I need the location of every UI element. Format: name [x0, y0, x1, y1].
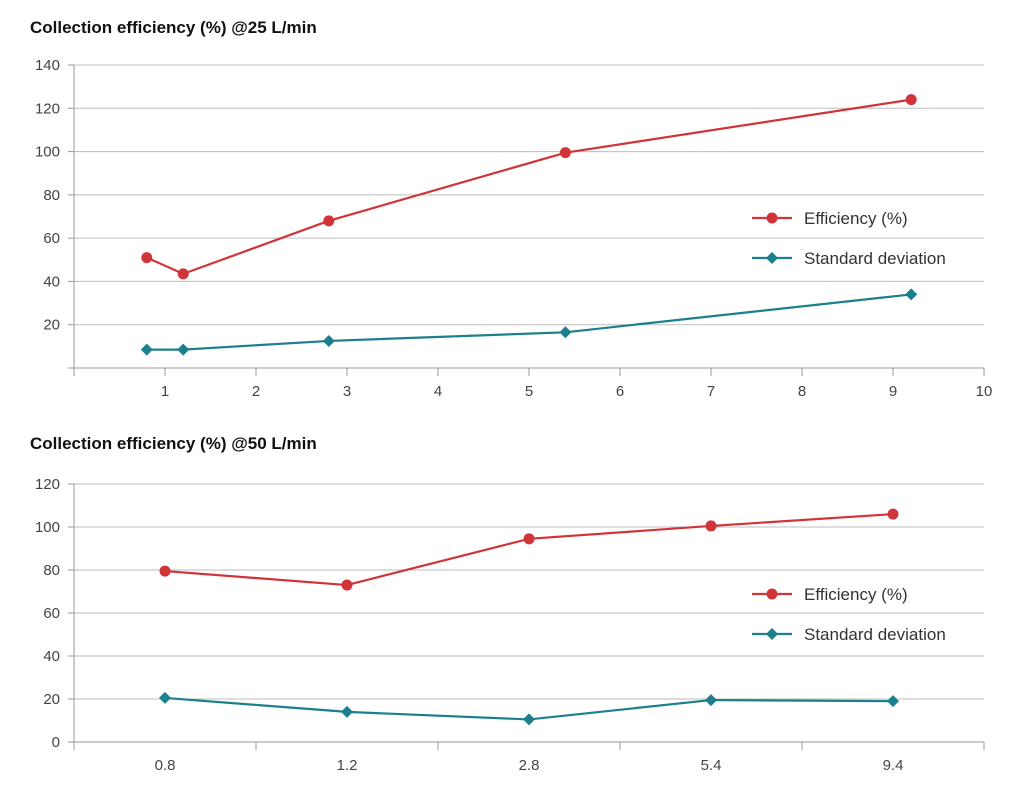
chart-2-y-tick-label: 120 [35, 476, 60, 493]
chart-1-legend-label-0: Efficiency (%) [804, 209, 908, 228]
chart-1-x-tick-label: 4 [434, 383, 442, 400]
chart-1-series-std-dev-point [905, 288, 918, 301]
chart-1-y-tick-label: 100 [35, 144, 60, 161]
chart-1-y-tick-label: 40 [43, 273, 60, 290]
chart-1-series-efficiency-point [323, 215, 335, 227]
chart-1-legend-marker-0 [766, 212, 778, 224]
chart-2-legend-marker-0 [766, 588, 778, 600]
chart-2-x-tick-label: 5.4 [701, 757, 722, 774]
chart-1-legend-marker-1 [766, 252, 778, 264]
chart-2-series-efficiency-point [887, 508, 899, 520]
chart-1-x-tick-label: 2 [252, 383, 260, 400]
chart-1-series-efficiency-line [146, 98, 912, 276]
chart-2-x-tick-label: 1.2 [337, 757, 358, 774]
chart-2-series-efficiency-point [705, 520, 717, 532]
chart-1-y-tick-label: 140 [35, 57, 60, 74]
chart-1-series-efficiency-point [559, 147, 571, 159]
chart-1-series-std-dev-point [177, 343, 190, 356]
chart-1-title: Collection efficiency (%) @25 L/min [30, 18, 317, 37]
chart-2-y-tick-label: 20 [43, 691, 60, 708]
chart-2-y-tick-label: 60 [43, 605, 60, 622]
chart-1-x-tick-label: 8 [798, 383, 806, 400]
chart-1-x-tick-label: 10 [976, 383, 993, 400]
chart-2-series-std-dev-point [523, 713, 535, 726]
chart-1-x-tick-label: 3 [343, 383, 351, 400]
chart-2-legend-label-0: Efficiency (%) [804, 585, 908, 604]
chart-2-series-std-dev-point [887, 695, 899, 708]
chart-2-y-tick-label: 40 [43, 648, 60, 665]
chart-1-series-std-dev-point [559, 326, 572, 339]
chart-2-y-tick-label: 0 [52, 734, 60, 751]
chart-1-series-std-dev-point [140, 343, 153, 356]
chart-2-series-efficiency-point [341, 579, 353, 591]
chart-1-series-efficiency-point [141, 252, 153, 264]
chart-2-series-std-dev-point [341, 705, 353, 718]
chart-1-x-tick-label: 5 [525, 383, 533, 400]
chart-1-legend-label-1: Standard deviation [804, 249, 946, 268]
chart-1-y-tick-label: 80 [43, 187, 60, 204]
chart-1-x-tick-label: 6 [616, 383, 624, 400]
chart-1-x-tick-label: 1 [161, 383, 169, 400]
chart-2-y-tick-label: 80 [43, 562, 60, 579]
chart-1-y-tick-label: 120 [35, 100, 60, 117]
chart-2-x-tick-label: 0.8 [155, 757, 176, 774]
chart-2-title: Collection efficiency (%) @50 L/min [30, 434, 317, 453]
chart-2-x-tick-label: 9.4 [883, 757, 904, 774]
chart-1-series-std-dev-point [322, 334, 335, 347]
chart-1-x-tick-label: 9 [889, 383, 897, 400]
chart-1-series-std-dev-line [146, 293, 912, 351]
chart-1-y-tick-label: 20 [43, 317, 60, 334]
chart-1-series-efficiency-point [905, 94, 917, 106]
chart-2-x-tick-label: 2.8 [519, 757, 540, 774]
chart-2-y-tick-label: 100 [35, 519, 60, 536]
chart-1-y-tick-label: 60 [43, 230, 60, 247]
chart-2-series-std-dev-point [159, 691, 171, 704]
chart-2-legend-label-1: Standard deviation [804, 625, 946, 644]
chart-2-series-efficiency-line [164, 513, 894, 587]
chart-2-series-std-dev-point [705, 694, 717, 707]
chart-1-series-efficiency-point [177, 268, 189, 280]
chart-1-x-tick-label: 7 [707, 383, 715, 400]
chart-2-series-efficiency-point [159, 565, 171, 577]
chart-2-legend-marker-1 [766, 628, 778, 640]
chart-2-series-efficiency-point [523, 533, 535, 545]
